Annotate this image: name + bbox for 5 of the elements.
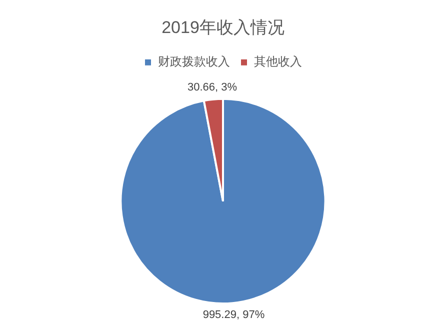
legend-label: 其他收入 xyxy=(254,54,302,69)
legend-label: 财政拨款收入 xyxy=(158,54,230,69)
data-label: 30.66, 3% xyxy=(188,81,238,94)
data-label: 995.29, 97% xyxy=(202,309,265,322)
chart-title: 2019年收入情况 xyxy=(162,18,284,37)
